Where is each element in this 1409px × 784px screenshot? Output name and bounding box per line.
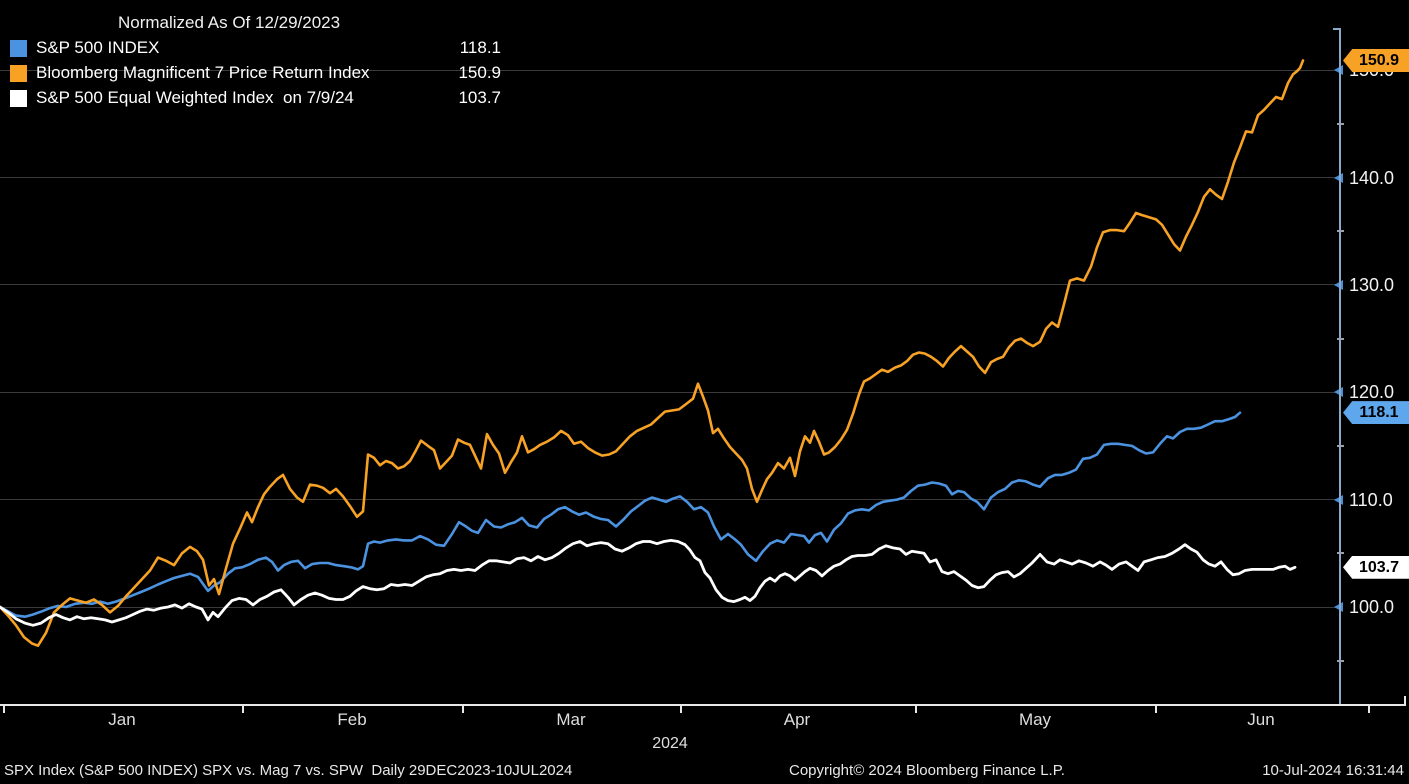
mag7-line[interactable] xyxy=(0,59,1305,648)
gridline-150.0 xyxy=(0,69,1340,71)
chart-description: SPX Index (S&P 500 INDEX) SPX vs. Mag 7 … xyxy=(4,762,573,779)
y-axis-arrow-icon xyxy=(1334,65,1343,76)
gridline-120.0 xyxy=(0,391,1340,393)
spw-color-swatch-icon xyxy=(10,89,27,107)
spx-line[interactable] xyxy=(0,411,1242,619)
y-axis-arrow-icon xyxy=(1334,279,1343,290)
legend-title: Normalized As Of 12/29/2023 xyxy=(118,13,341,32)
legend-label: Bloomberg Magnificent 7 Price Return Ind… xyxy=(36,63,370,82)
month-label-feb: Feb xyxy=(337,710,367,729)
y-axis-label: 130.0 xyxy=(1349,274,1395,295)
legend-value: 118.1 xyxy=(459,38,501,57)
month-label-jan: Jan xyxy=(108,710,136,729)
y-axis-top-bracket xyxy=(1333,28,1341,30)
spx-color-swatch-icon xyxy=(10,39,27,57)
legend-value: 150.9 xyxy=(458,63,501,82)
month-label-may: May xyxy=(1018,710,1052,729)
legend-label: S&P 500 INDEX xyxy=(36,38,160,57)
y-axis-line xyxy=(1339,28,1341,704)
y-axis-label: 140.0 xyxy=(1349,167,1395,188)
x-axis-tick xyxy=(1368,706,1370,713)
price-tag-mag7[interactable]: 150.9 xyxy=(1343,48,1409,72)
x-axis-tick xyxy=(3,706,5,713)
spw-line[interactable] xyxy=(0,539,1297,627)
gridline-100.0 xyxy=(0,606,1340,608)
x-axis-line xyxy=(0,704,1406,706)
y-axis-label: 110.0 xyxy=(1349,489,1393,510)
price-tag-spw[interactable]: 103.7 xyxy=(1343,555,1409,579)
x-axis-tick xyxy=(1155,706,1157,713)
x-axis-tick xyxy=(680,706,682,713)
year-label: 2024 xyxy=(652,735,688,752)
gridline-140.0 xyxy=(0,177,1340,179)
legend-item-mag7[interactable]: Bloomberg Magnificent 7 Price Return Ind… xyxy=(0,61,505,85)
x-axis-tick xyxy=(462,706,464,713)
legend-label: S&P 500 Equal Weighted Index on 7/9/24 xyxy=(36,88,354,107)
mag7-color-swatch-icon xyxy=(10,64,27,82)
copyright-notice: Copyright© 2024 Bloomberg Finance L.P. xyxy=(789,762,1065,779)
y-axis-label: 120.0 xyxy=(1349,382,1395,403)
month-label-apr: Apr xyxy=(783,710,811,729)
x-axis-tick xyxy=(242,706,244,713)
y-axis-arrow-icon xyxy=(1334,494,1343,505)
y-axis-arrow-icon xyxy=(1334,602,1343,612)
legend-item-spw[interactable]: S&P 500 Equal Weighted Index on 7/9/24 10… xyxy=(0,86,505,110)
x-axis-tick xyxy=(915,706,917,713)
timestamp: 10-Jul-2024 16:31:44 xyxy=(1262,762,1404,779)
y-axis-arrow-icon xyxy=(1334,172,1343,183)
price-tag-spx[interactable]: 118.1 xyxy=(1343,401,1409,425)
x-axis-end-bracket xyxy=(1404,696,1406,704)
footer: SPX Index (S&P 500 INDEX) SPX vs. Mag 7 … xyxy=(0,758,1409,784)
y-axis-arrow-icon xyxy=(1334,387,1343,398)
month-label-jun: Jun xyxy=(1247,710,1275,729)
legend-value: 103.7 xyxy=(458,88,501,107)
gridline-130.0 xyxy=(0,284,1340,286)
y-axis-label: 100.0 xyxy=(1349,597,1395,617)
month-label-mar: Mar xyxy=(556,710,586,729)
legend-item-spx[interactable]: S&P 500 INDEX 118.1 xyxy=(0,36,505,60)
